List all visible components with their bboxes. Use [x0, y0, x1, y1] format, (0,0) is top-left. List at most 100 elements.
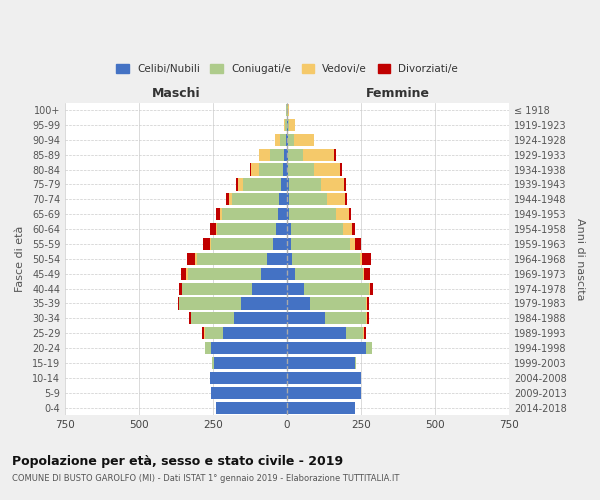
Bar [289, 164, 314, 175]
Bar [283, 164, 287, 175]
Bar [205, 342, 211, 354]
Bar [178, 298, 179, 310]
Bar [287, 298, 310, 310]
Bar [289, 178, 320, 190]
Bar [366, 298, 367, 310]
Bar [210, 372, 287, 384]
Bar [334, 148, 335, 160]
Bar [287, 164, 289, 175]
Bar [288, 119, 289, 131]
Bar [287, 386, 361, 399]
Bar [344, 193, 347, 205]
Bar [280, 134, 286, 146]
Bar [336, 208, 349, 220]
Bar [205, 327, 223, 340]
Bar [251, 164, 259, 175]
Bar [195, 252, 197, 265]
Bar [278, 208, 287, 220]
Bar [212, 357, 214, 369]
Bar [364, 268, 370, 280]
Bar [284, 148, 287, 160]
Bar [366, 312, 367, 324]
Bar [295, 268, 363, 280]
Bar [369, 282, 370, 294]
Bar [250, 164, 251, 175]
Bar [226, 193, 229, 205]
Bar [238, 178, 244, 190]
Bar [287, 134, 289, 146]
Bar [244, 178, 281, 190]
Bar [259, 164, 283, 175]
Bar [187, 252, 195, 265]
Bar [287, 208, 289, 220]
Bar [281, 178, 287, 190]
Bar [203, 238, 210, 250]
Bar [325, 312, 366, 324]
Bar [229, 193, 232, 205]
Bar [287, 372, 361, 384]
Bar [217, 223, 276, 235]
Bar [235, 312, 287, 324]
Bar [355, 238, 361, 250]
Y-axis label: Anni di nascita: Anni di nascita [575, 218, 585, 300]
Bar [288, 104, 289, 116]
Bar [363, 268, 364, 280]
Bar [367, 342, 372, 354]
Bar [367, 312, 369, 324]
Bar [216, 223, 217, 235]
Bar [287, 268, 295, 280]
Bar [197, 252, 267, 265]
Bar [181, 268, 186, 280]
Bar [216, 402, 287, 414]
Bar [211, 223, 216, 235]
Bar [289, 148, 302, 160]
Bar [214, 357, 287, 369]
Bar [188, 268, 261, 280]
Bar [285, 119, 287, 131]
Bar [355, 357, 356, 369]
Bar [223, 327, 287, 340]
Bar [261, 268, 287, 280]
Bar [293, 134, 314, 146]
Bar [211, 238, 273, 250]
Bar [287, 238, 291, 250]
Bar [344, 178, 346, 190]
Bar [364, 327, 366, 340]
Bar [302, 148, 334, 160]
Bar [289, 208, 336, 220]
Bar [204, 327, 205, 340]
Bar [370, 282, 373, 294]
Bar [276, 223, 287, 235]
Bar [216, 208, 220, 220]
Bar [287, 252, 292, 265]
Bar [343, 223, 352, 235]
Bar [346, 327, 363, 340]
Bar [350, 238, 355, 250]
Bar [349, 208, 351, 220]
Bar [352, 223, 355, 235]
Bar [287, 342, 367, 354]
Bar [220, 208, 222, 220]
Bar [304, 282, 369, 294]
Bar [222, 208, 278, 220]
Bar [290, 223, 343, 235]
Text: Popolazione per età, sesso e stato civile - 2019: Popolazione per età, sesso e stato civil… [12, 455, 343, 468]
Bar [287, 327, 346, 340]
Bar [191, 312, 235, 324]
Bar [179, 282, 182, 294]
Bar [287, 148, 289, 160]
Bar [273, 238, 287, 250]
Bar [287, 178, 289, 190]
Bar [289, 134, 293, 146]
Bar [292, 252, 360, 265]
Bar [291, 238, 350, 250]
Text: Femmine: Femmine [366, 88, 430, 101]
Bar [320, 178, 344, 190]
Bar [182, 282, 252, 294]
Bar [287, 312, 325, 324]
Bar [202, 327, 204, 340]
Bar [287, 357, 355, 369]
Bar [287, 402, 355, 414]
Bar [259, 148, 270, 160]
Bar [186, 268, 188, 280]
